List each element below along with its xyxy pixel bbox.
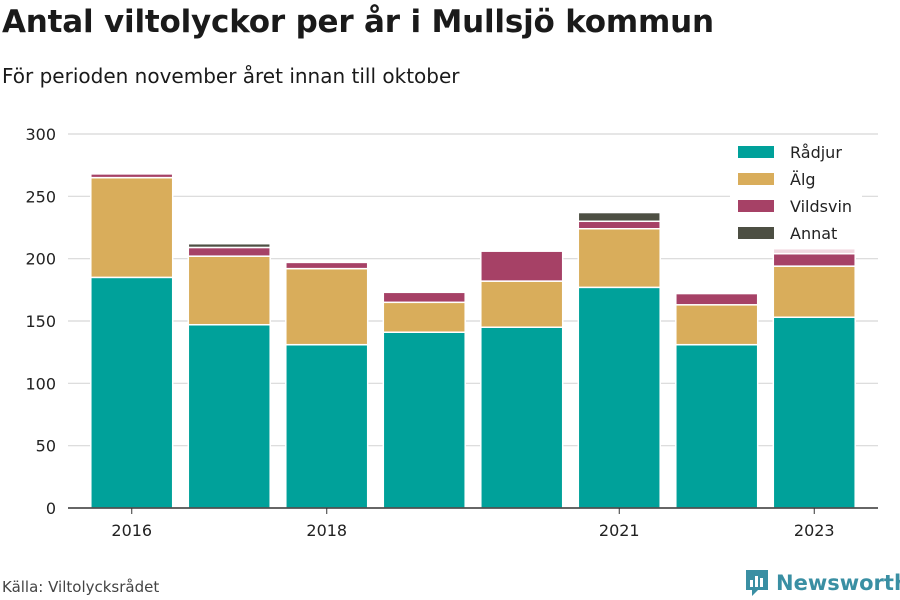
bar-radjur-2018 — [285, 343, 369, 509]
newsworthy-logo: Newsworthy — [744, 568, 900, 598]
legend-swatch-alg — [738, 173, 774, 185]
bar-radjur-2022 — [675, 343, 759, 509]
legend-label-radjur: Rådjur — [790, 143, 842, 162]
bar-vildsvin-2019 — [382, 291, 466, 304]
brand-name: Newsworthy — [776, 571, 900, 595]
y-tick-label: 50 — [36, 437, 56, 456]
bar-alg-2020 — [480, 280, 564, 328]
bar-alg-2016 — [90, 176, 174, 279]
bar-alg-2018 — [285, 267, 369, 346]
y-tick-label: 250 — [25, 187, 56, 206]
bar-vildsvin-2022 — [675, 292, 759, 306]
y-tick-label: 300 — [25, 125, 56, 144]
chart-subtitle: För perioden november året innan till ok… — [2, 64, 460, 88]
x-tick-label: 2016 — [111, 521, 152, 540]
x-tick-label: 2018 — [306, 521, 347, 540]
bar-okant-2023 — [772, 247, 856, 255]
bar-annat-2021 — [577, 211, 661, 223]
legend-swatch-vildsvin — [738, 200, 774, 212]
newsworthy-icon — [746, 570, 768, 596]
source-note: Källa: Viltolycksrådet — [2, 578, 160, 596]
bar-vildsvin-2023 — [772, 252, 856, 267]
bar-alg-2022 — [675, 304, 759, 346]
bar-alg-2019 — [382, 301, 466, 333]
bar-vildsvin-2020 — [480, 250, 564, 282]
bar-vildsvin-2016 — [90, 173, 174, 179]
y-tick-label: 200 — [25, 250, 56, 269]
y-tick-label: 100 — [25, 374, 56, 393]
legend-label-annat: Annat — [790, 224, 837, 243]
bar-radjur-2021 — [577, 286, 661, 509]
x-tick-label: 2023 — [794, 521, 835, 540]
bar-vildsvin-2021 — [577, 220, 661, 230]
chart-title: Antal viltolyckor per år i Mullsjö kommu… — [2, 4, 714, 40]
legend-swatch-annat — [738, 227, 774, 239]
legend-label-vildsvin: Vildsvin — [790, 197, 852, 216]
bar-radjur-2020 — [480, 326, 564, 509]
bar-radjur-2016 — [90, 276, 174, 509]
legend-label-alg: Älg — [790, 170, 816, 189]
y-tick-label: 0 — [46, 499, 56, 518]
bar-alg-2017 — [187, 255, 271, 326]
bar-vildsvin-2018 — [285, 261, 369, 270]
y-tick-label: 150 — [25, 312, 56, 331]
bar-radjur-2023 — [772, 316, 856, 509]
bar-alg-2023 — [772, 265, 856, 319]
bar-alg-2021 — [577, 227, 661, 289]
bar-vildsvin-2017 — [187, 246, 271, 257]
bar-annat-2017 — [187, 242, 271, 249]
bar-radjur-2019 — [382, 331, 466, 509]
x-tick-label: 2021 — [599, 521, 640, 540]
bar-radjur-2017 — [187, 323, 271, 509]
legend-swatch-radjur — [738, 146, 774, 158]
